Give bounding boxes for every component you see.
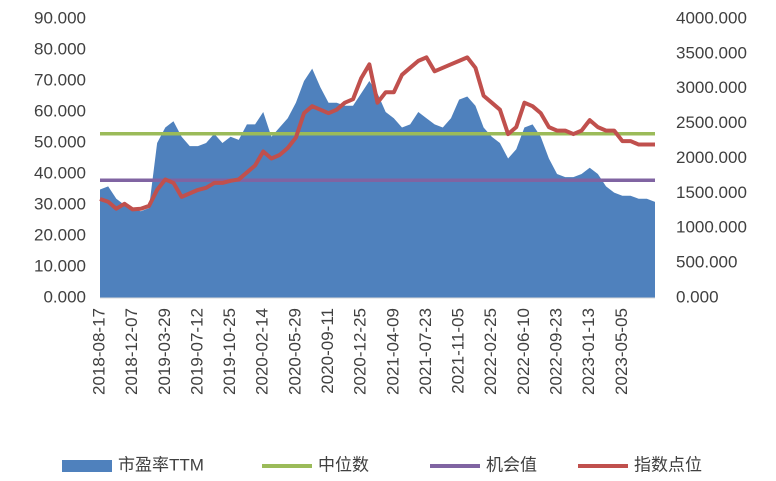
x-tick-label: 2022-09-23	[547, 308, 566, 395]
y2-tick-label: 3500.000	[676, 43, 747, 62]
x-tick-label: 2021-04-09	[383, 308, 402, 395]
x-tick-label: 2018-12-07	[122, 308, 141, 395]
y2-tick-label: 2500.000	[676, 113, 747, 132]
x-tick-label: 2023-01-13	[579, 308, 598, 395]
legend-label: 机会值	[486, 455, 537, 474]
x-tick-label: 2020-12-25	[351, 308, 370, 395]
x-tick-label: 2019-10-25	[220, 308, 239, 395]
x-tick-label: 2021-11-05	[449, 308, 468, 394]
y-tick-label: 90.000	[34, 8, 86, 27]
x-tick-label: 2020-09-11	[318, 308, 337, 394]
x-tick-label: 2020-05-29	[285, 308, 304, 395]
y-tick-label: 70.000	[34, 70, 86, 89]
y-tick-label: 10.000	[34, 256, 86, 275]
y2-tick-label: 1500.000	[676, 183, 747, 202]
x-tick-label: 2019-07-12	[187, 308, 206, 395]
legend-label: 市盈率TTM	[118, 455, 204, 474]
y-tick-label: 80.000	[34, 39, 86, 58]
x-tick-label: 2021-07-23	[416, 308, 435, 395]
x-tick-label: 2022-02-25	[481, 308, 500, 395]
x-tick-label: 2018-08-17	[89, 308, 108, 395]
y2-tick-label: 500.000	[676, 253, 737, 272]
y-tick-label: 30.000	[34, 194, 86, 213]
y2-tick-label: 1000.000	[676, 218, 747, 237]
legend-label: 指数点位	[634, 455, 702, 474]
y-tick-label: 60.000	[34, 101, 86, 120]
y-tick-label: 0.000	[43, 287, 86, 306]
line	[99, 55, 655, 212]
y-tick-label: 50.000	[34, 132, 86, 151]
x-tick-label: 2022-06-10	[514, 308, 533, 395]
y2-tick-label: 4000.000	[676, 8, 747, 27]
legend-label: 中位数	[318, 455, 369, 474]
y2-tick-label: 2000.000	[676, 148, 747, 167]
y-tick-label: 40.000	[34, 163, 86, 182]
y2-tick-label: 0.000	[676, 287, 719, 306]
x-tick-label: 2019-03-29	[155, 308, 174, 395]
x-tick-label: 2020-02-14	[253, 308, 272, 395]
y-tick-label: 20.000	[34, 225, 86, 244]
legend-swatch	[62, 460, 112, 472]
area	[100, 68, 655, 298]
y2-tick-label: 3000.000	[676, 78, 747, 97]
x-tick-label: 2023-05-05	[612, 308, 631, 395]
